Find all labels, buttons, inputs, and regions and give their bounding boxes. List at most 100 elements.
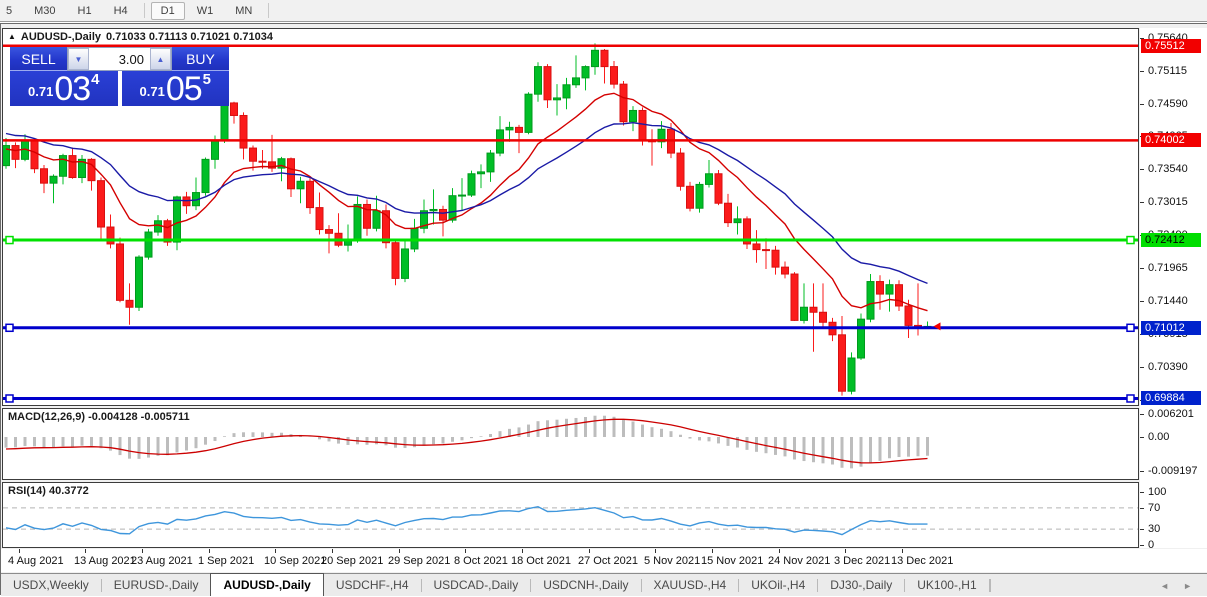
hline-handle[interactable]	[1126, 235, 1135, 245]
buy-price-pips: 05	[165, 70, 203, 108]
axis-tick	[1140, 545, 1144, 546]
chart-tab-usdchf-h4[interactable]: USDCHF-,H4	[335, 578, 409, 592]
sell-button-label: SELL	[21, 50, 56, 67]
date-tick	[655, 549, 656, 553]
timeframe-button-MN[interactable]: MN	[235, 4, 253, 17]
collapse-triangle-icon[interactable]: ▲	[8, 32, 16, 41]
date-axis[interactable]: 4 Aug 2021 13 Aug 2021 23 Aug 2021 1 Sep 20…	[1, 549, 1207, 572]
axis-tick	[1140, 471, 1144, 472]
timeframe-button-5[interactable]: 5	[6, 4, 13, 17]
sell-price-prefix: 0.71	[28, 84, 54, 99]
axis-tick	[1140, 71, 1144, 72]
hline-handle[interactable]	[5, 394, 14, 403]
tab-scroll-right-icon[interactable]: ►	[1183, 580, 1192, 591]
rsi-canvas	[3, 505, 1138, 536]
price-tick-label: 0.71965	[1148, 262, 1188, 274]
chart-ohlc-values: 0.71033 0.71113 0.71021 0.71034	[106, 31, 274, 43]
tab-separator	[640, 578, 642, 592]
macd-pane[interactable]: MACD(12,26,9) -0.004128 -0.005711	[2, 408, 1139, 480]
axis-tick	[1140, 437, 1144, 438]
price-tick-label: 0.73015	[1148, 196, 1188, 208]
date-tick	[465, 549, 466, 553]
tab-separator	[989, 578, 991, 592]
date-tick	[779, 549, 780, 553]
price-line-badge: 0.74002	[1141, 133, 1201, 147]
hline-handle[interactable]	[1126, 323, 1135, 333]
price-axis[interactable]: 0.756400.751150.745900.740650.735400.730…	[1140, 28, 1207, 551]
axis-tick	[1140, 169, 1144, 170]
macd-signal-line	[5, 418, 928, 464]
chart-tab-xauusd-h4[interactable]: XAUUSD-,H4	[653, 578, 727, 592]
chart-tab-dj30-daily[interactable]: DJ30-,Daily	[830, 578, 893, 592]
timeframe-button-D1[interactable]: D1	[150, 1, 185, 20]
timeframe-button-H4[interactable]: H4	[113, 4, 128, 17]
volume-increase-button[interactable]: ▲	[150, 48, 171, 70]
buy-button-label: BUY	[186, 50, 215, 67]
date-tick-label: 13 Aug 2021	[74, 555, 136, 567]
chart-tab-usdcnh-daily[interactable]: USDCNH-,Daily	[543, 578, 629, 592]
rsi-tick-label: 100	[1148, 486, 1167, 498]
price-line-badge: 0.75512	[1141, 39, 1201, 53]
timeframe-button-H1[interactable]: H1	[77, 4, 92, 17]
price-chart-pane[interactable]: ▲ AUDUSD-,Daily 0.71033 0.71113 0.71021 …	[2, 28, 1139, 406]
tab-separator	[904, 578, 906, 592]
tab-scroll-controls: ◄ ►	[1160, 574, 1192, 597]
date-tick-label: 27 Oct 2021	[578, 555, 638, 567]
volume-input[interactable]: 3.00	[118, 52, 144, 67]
buy-price[interactable]: 0.71 05 5	[121, 70, 229, 108]
date-tick	[85, 549, 86, 553]
axis-tick	[1140, 104, 1144, 105]
timeframe-button-W1[interactable]: W1	[196, 4, 214, 17]
timeframe-button-M30[interactable]: M30	[34, 4, 56, 17]
date-tick-label: 1 Sep 2021	[198, 555, 255, 567]
current-price-marker	[933, 322, 941, 331]
rsi-tick-label: 30	[1148, 523, 1161, 535]
date-tick-label: 15 Nov 2021	[701, 555, 764, 567]
chart-tab-eurusd-daily[interactable]: EURUSD-,Daily	[113, 578, 199, 592]
toolbar-separator	[143, 3, 145, 18]
date-tick	[332, 549, 333, 553]
chart-tab-usdcad-daily[interactable]: USDCAD-,Daily	[433, 578, 519, 592]
axis-tick	[1140, 301, 1144, 302]
date-tick-label: 13 Dec 2021	[891, 555, 954, 567]
buy-price-point: 5	[202, 71, 211, 88]
tab-scroll-left-icon[interactable]: ◄	[1160, 580, 1170, 591]
ma-fast-line	[5, 92, 928, 312]
chart-tab-audusd-daily[interactable]: AUDUSD-,Daily	[210, 573, 324, 596]
tab-separator	[817, 578, 819, 592]
ma-slow-line	[5, 121, 928, 285]
rsi-pane[interactable]: RSI(14) 40.3772	[2, 482, 1139, 548]
axis-tick	[1140, 529, 1144, 530]
tab-separator	[530, 578, 532, 592]
chart-symbol-label: AUDUSD-,Daily	[20, 31, 101, 43]
date-tick-label: 18 Oct 2021	[511, 555, 571, 567]
chart-tab-uk100-h1[interactable]: UK100-,H1	[917, 578, 977, 592]
rsi-line	[5, 505, 928, 536]
price-tick-label: 0.75115	[1148, 65, 1187, 77]
price-line-badge: 0.71012	[1141, 321, 1201, 335]
rsi-tick-label: 0	[1148, 539, 1155, 551]
hline-handle[interactable]	[5, 323, 14, 333]
date-tick-label: 24 Nov 2021	[768, 555, 831, 567]
date-tick	[19, 549, 20, 553]
price-line-badge: 0.72412	[1141, 233, 1201, 247]
sell-price-point: 4	[91, 71, 100, 88]
hline-handle[interactable]	[1126, 394, 1135, 403]
buy-price-prefix: 0.71	[139, 84, 165, 99]
chart-tab-ukoil-h4[interactable]: UKOil-,H4	[751, 578, 806, 592]
axis-tick	[1140, 367, 1144, 368]
date-tick	[209, 549, 210, 553]
volume-box: ▼ 3.00 ▲	[67, 47, 172, 71]
price-tick-label: 0.70390	[1148, 361, 1188, 373]
buy-button[interactable]: BUY	[172, 47, 229, 71]
price-line-badge: 0.69884	[1141, 391, 1201, 405]
hline-handle[interactable]	[5, 235, 14, 245]
sell-price[interactable]: 0.71 03 4	[10, 71, 118, 106]
chart-tab-usdx-weekly[interactable]: USDX,Weekly	[13, 578, 89, 592]
volume-decrease-button[interactable]: ▼	[68, 48, 89, 70]
price-tick-label: 0.73540	[1148, 163, 1188, 175]
macd-tick-label: 0.00	[1148, 431, 1170, 443]
price-chart-canvas[interactable]	[3, 29, 1138, 405]
date-tick-label: 10 Sep 2021	[264, 555, 327, 567]
sell-button[interactable]: SELL	[10, 47, 67, 71]
